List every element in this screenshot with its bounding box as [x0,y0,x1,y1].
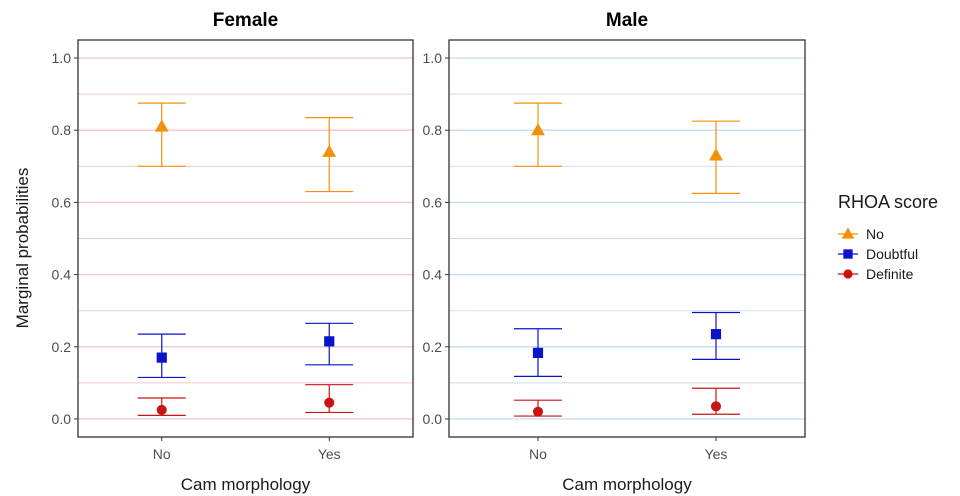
y-tick-label: 1.0 [423,50,443,66]
legend-key-marker [841,227,855,239]
x-tick-label: Yes [705,446,728,462]
y-tick-label: 0.4 [52,267,72,283]
panel-title: Female [213,10,278,31]
legend-item-doubtful: Doubtful [838,246,918,262]
data-point [156,404,167,415]
series-no [137,102,354,193]
panel-border [448,39,806,438]
y-tick-label: 0.2 [423,339,443,355]
legend-key-marker [843,249,853,259]
grid-lines [449,57,805,420]
data-point [322,144,337,157]
legend: RHOA score No Doubtful Definite [838,192,938,282]
data-point [156,352,167,363]
x-tick-label: No [529,446,547,462]
legend-label: Doubtful [866,246,918,262]
series-doubtful [137,322,354,379]
x-axis-title: Cam morphology [181,475,311,494]
x-axis-title: Cam morphology [562,475,692,494]
y-tick-label: 0.0 [52,411,72,427]
y-tick-label: 0.4 [423,267,443,283]
x-tick-label: No [153,446,171,462]
y-tick-label: 0.8 [423,122,443,138]
series-definite [137,384,354,416]
y-tick-label: 0.2 [52,339,72,355]
panel-male: Male 0.0 0.2 0.4 0.6 0.8 1.0 No Yes Cam morpholog… [423,10,806,494]
y-tick-label: 0.6 [52,194,72,210]
data-point [710,401,722,412]
legend-title: RHOA score [838,192,938,212]
y-tick-label: 0.8 [52,122,72,138]
legend-key-marker [843,269,853,279]
panel-border [77,39,414,438]
legend-label: Definite [866,266,914,282]
series-doubtful [514,311,740,377]
data-point [532,347,544,359]
y-tick-label: 0.6 [423,194,443,210]
data-point [324,397,335,408]
data-point [324,336,335,347]
panel-female: Female 0.0 0.2 0.4 0.6 0.8 1.0 No Yes Cam morphol… [52,10,414,494]
legend-label: No [866,226,884,242]
series-definite [514,387,740,417]
data-point [531,123,545,136]
grid-lines [78,57,413,420]
data-point [709,148,723,161]
chart-panels: Female 0.0 0.2 0.4 0.6 0.8 1.0 No Yes Cam morphol… [52,10,806,494]
series-no [514,102,740,194]
data-point [154,119,169,132]
legend-item-no: No [838,226,884,242]
x-tick-label: Yes [318,446,341,462]
legend-item-definite: Definite [838,266,914,282]
y-tick-label: 1.0 [52,50,72,66]
data-point [532,406,544,417]
y-tick-label: 0.0 [423,411,443,427]
y-axis-title: Marginal probabilities [13,168,32,329]
panel-title: Male [606,10,648,31]
data-point [710,329,722,340]
